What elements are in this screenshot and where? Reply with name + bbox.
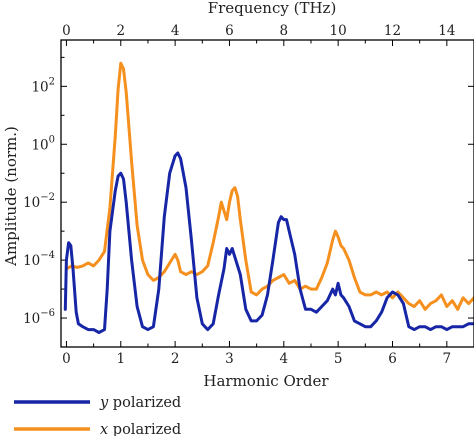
plot-frame <box>60 39 474 348</box>
x-axis-label: Harmonic Order <box>203 372 329 390</box>
y-tick-label-4: 102 <box>31 76 55 95</box>
series-line-x-polarized <box>64 61 474 311</box>
x-tick-label-4: 4 <box>280 351 289 367</box>
legend: y polarized x polarized <box>14 395 181 436</box>
y-axis-ticks: 10−6 10−4 10−2 100 102 <box>23 56 474 348</box>
y-tick-label-2: 10−2 <box>23 192 55 211</box>
x2-axis-ticks: 0 2 4 6 8 10 12 14 <box>62 23 455 46</box>
x2-tick-label-7: 14 <box>438 23 455 39</box>
x-tick-label-5: 5 <box>334 351 343 367</box>
y-tick-label-1: 10−4 <box>23 250 55 269</box>
y-tick-label-0: 10−6 <box>23 308 55 327</box>
x-tick-label-7: 7 <box>443 351 452 367</box>
x2-tick-label-0: 0 <box>62 23 71 39</box>
series-line-y-polarized <box>63 151 474 334</box>
x2-tick-label-2: 4 <box>171 23 180 39</box>
x2-axis-label: Frequency (THz) <box>208 0 337 17</box>
x-axis-ticks: 0 1 2 3 4 5 6 7 <box>62 341 451 367</box>
y-axis-label: Amplitude (norm.) <box>2 126 20 267</box>
x2-tick-label-3: 6 <box>225 23 234 39</box>
x-tick-label-0: 0 <box>62 351 71 367</box>
y-tick-label-3: 100 <box>31 134 55 153</box>
x-tick-label-1: 1 <box>116 351 125 367</box>
x2-tick-label-4: 8 <box>280 23 289 39</box>
x2-tick-label-5: 10 <box>330 23 347 39</box>
x-tick-label-3: 3 <box>225 351 234 367</box>
legend-label-x-polarized: x polarized <box>100 422 181 436</box>
x-tick-label-6: 6 <box>388 351 397 367</box>
x2-tick-label-1: 2 <box>116 23 125 39</box>
series-layer <box>63 61 474 334</box>
x2-tick-label-6: 12 <box>384 23 401 39</box>
x-tick-label-2: 2 <box>171 351 180 367</box>
legend-label-y-polarized: y polarized <box>99 395 181 411</box>
